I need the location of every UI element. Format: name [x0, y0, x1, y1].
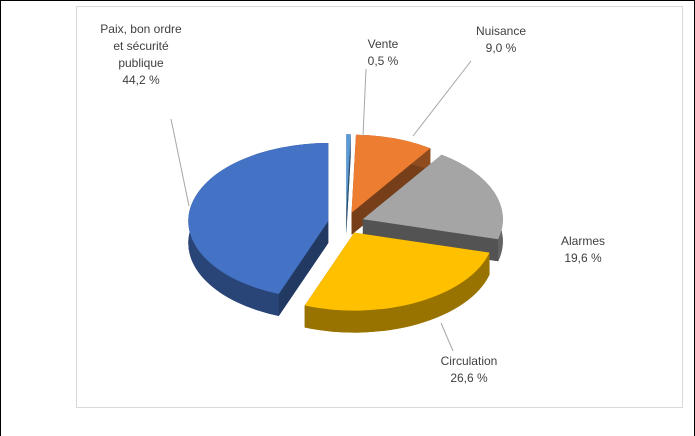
slice [346, 134, 351, 213]
value-label: 0,5 % [367, 54, 399, 68]
slice-wall [346, 134, 351, 235]
chart-frame [76, 6, 683, 408]
leader-line [412, 60, 472, 137]
category-name: Paix, bon ordre et sécurité publique [100, 22, 182, 70]
leader-line [170, 118, 190, 207]
data-label: Circulation 26,6 % [427, 353, 511, 387]
slice [188, 143, 329, 295]
data-label: Nuisance 9,0 % [459, 23, 543, 57]
slice [362, 154, 503, 240]
value-label: 19,6 % [564, 251, 602, 265]
leader-line [440, 322, 454, 352]
category-name: Alarmes [560, 234, 605, 248]
slice-rim [304, 252, 490, 333]
value-label: 9,0 % [485, 41, 517, 55]
category-name: Nuisance [475, 24, 527, 38]
category-name: Vente [367, 37, 399, 51]
slice [351, 134, 431, 213]
value-label: 26,6 % [450, 371, 488, 385]
data-label: Paix, bon ordre et sécurité publique 44,2… [99, 21, 183, 89]
slice-wall [278, 221, 329, 317]
data-label: Alarmes 19,6 % [541, 233, 625, 267]
data-label: Vente 0,5 % [341, 36, 425, 70]
value-label: 44,2 % [122, 73, 160, 87]
category-name: Circulation [440, 354, 498, 368]
slice [304, 232, 490, 311]
leader-line [362, 68, 367, 137]
